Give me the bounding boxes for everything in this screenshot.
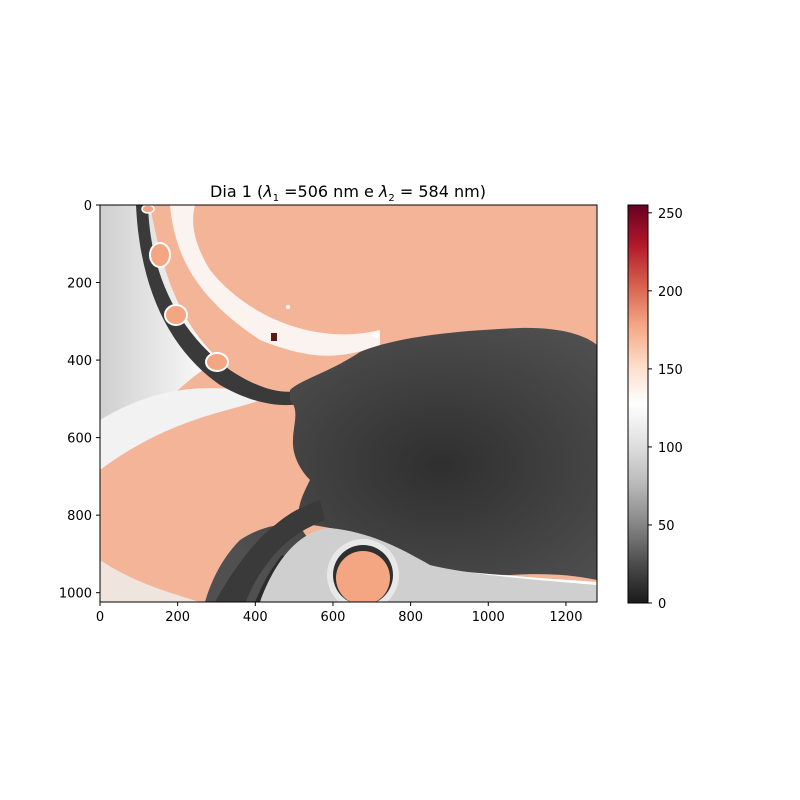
colorbar-tick-label: 100 xyxy=(658,441,683,456)
colorbar-tick-label: 0 xyxy=(658,597,666,612)
blotch-2 xyxy=(164,304,188,326)
colorbar-tick-label: 150 xyxy=(658,363,683,378)
blotch-top xyxy=(141,205,155,214)
x-tick-label: 1000 xyxy=(472,610,505,625)
plot-title: Dia 1 (λ1 =506 nm e λ2 = 584 nm) xyxy=(210,182,486,204)
blotch-3 xyxy=(205,352,229,372)
x-tick-label: 200 xyxy=(165,610,190,625)
dark-leg xyxy=(215,500,325,602)
x-tick-label: 800 xyxy=(398,610,423,625)
speck-3 xyxy=(286,305,290,309)
x-tick-label: 1200 xyxy=(549,610,582,625)
y-tick-label: 400 xyxy=(67,354,92,369)
speck-1 xyxy=(271,333,277,341)
x-axis: 0 200 400 600 800 1000 1200 xyxy=(96,602,582,625)
white-halo xyxy=(170,205,380,356)
lower-left-faint xyxy=(100,560,200,602)
blotch-1 xyxy=(149,242,171,268)
x-tick-label: 400 xyxy=(243,610,268,625)
colorbar-axis: 0 50 100 150 200 250 xyxy=(648,207,683,612)
y-tick-label: 800 xyxy=(67,509,92,524)
y-tick-label: 600 xyxy=(67,432,92,447)
speck-2 xyxy=(373,332,379,338)
dark-body xyxy=(205,327,597,602)
image-axes-frame xyxy=(99,204,598,603)
x-tick-label: 0 xyxy=(96,610,104,625)
colorbar-tick-label: 200 xyxy=(658,285,683,300)
white-band xyxy=(100,388,270,470)
colorbar xyxy=(627,204,649,604)
colorbar-tick-label: 250 xyxy=(658,207,683,222)
y-tick-label: 0 xyxy=(84,199,92,214)
y-tick-label: 200 xyxy=(67,277,92,292)
x-tick-label: 600 xyxy=(321,610,346,625)
y-tick-label: 1000 xyxy=(59,587,92,602)
ratio-image xyxy=(100,205,597,602)
disc-core xyxy=(336,551,390,602)
y-axis: 0 200 400 600 800 1000 xyxy=(59,199,100,602)
gray-region-upper-left xyxy=(100,205,220,470)
colorbar-tick-label: 50 xyxy=(658,519,675,534)
